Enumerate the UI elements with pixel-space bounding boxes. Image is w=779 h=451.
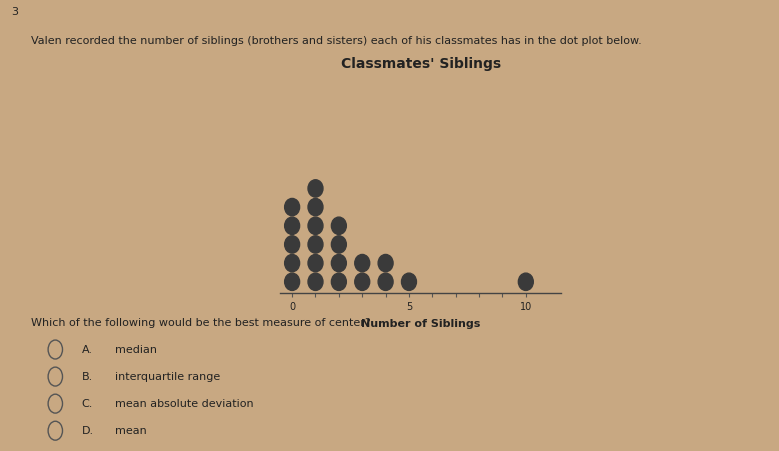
Text: A.: A. (82, 345, 93, 354)
Text: Valen recorded the number of siblings (brothers and sisters) each of his classma: Valen recorded the number of siblings (b… (31, 36, 642, 46)
Circle shape (308, 236, 323, 253)
Circle shape (331, 273, 347, 290)
Circle shape (284, 236, 300, 253)
Circle shape (518, 273, 534, 290)
Circle shape (284, 198, 300, 216)
Text: mean absolute deviation: mean absolute deviation (115, 399, 254, 409)
Circle shape (378, 254, 393, 272)
X-axis label: Number of Siblings: Number of Siblings (361, 319, 481, 329)
Text: 3: 3 (12, 7, 19, 17)
Text: B.: B. (82, 372, 93, 382)
Circle shape (331, 236, 347, 253)
Text: mean: mean (115, 426, 147, 436)
Circle shape (308, 254, 323, 272)
Circle shape (308, 273, 323, 290)
Circle shape (331, 254, 347, 272)
Text: median: median (115, 345, 157, 354)
Circle shape (308, 217, 323, 235)
Circle shape (401, 273, 417, 290)
Text: D.: D. (82, 426, 94, 436)
Text: interquartile range: interquartile range (115, 372, 220, 382)
Circle shape (308, 198, 323, 216)
Circle shape (354, 273, 370, 290)
Circle shape (284, 254, 300, 272)
Title: Classmates' Siblings: Classmates' Siblings (340, 57, 501, 71)
Circle shape (284, 273, 300, 290)
Circle shape (378, 273, 393, 290)
Circle shape (308, 180, 323, 197)
Circle shape (284, 217, 300, 235)
Text: C.: C. (82, 399, 93, 409)
Text: Which of the following would be the best measure of center?: Which of the following would be the best… (31, 318, 371, 328)
Circle shape (331, 217, 347, 235)
Circle shape (354, 254, 370, 272)
